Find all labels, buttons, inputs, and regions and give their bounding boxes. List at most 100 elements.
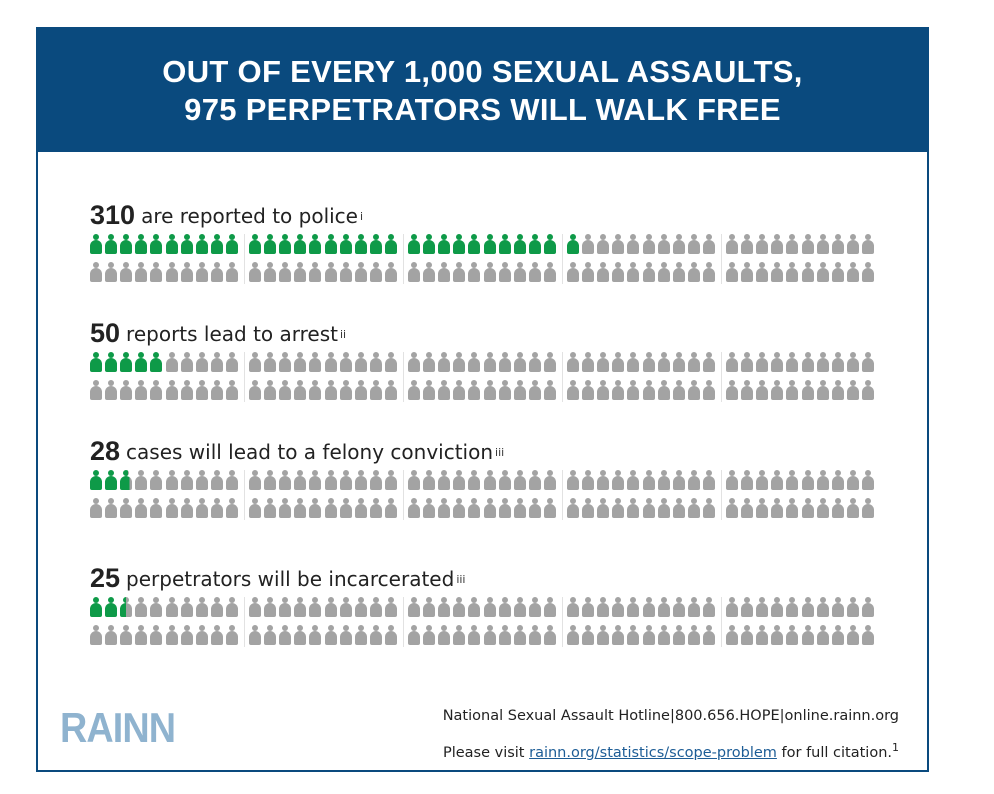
citation-line: Please visit rainn.org/statistics/scope-… bbox=[443, 737, 899, 764]
person-icon bbox=[369, 352, 382, 372]
person-icon bbox=[672, 498, 685, 518]
person-icon bbox=[225, 470, 238, 490]
person-icon bbox=[120, 625, 133, 645]
person-icon bbox=[210, 380, 223, 400]
person-icon bbox=[483, 625, 496, 645]
person-icon bbox=[294, 380, 307, 400]
person-icon bbox=[294, 234, 307, 254]
person-icon bbox=[468, 262, 481, 282]
person-icon bbox=[528, 498, 541, 518]
person-icon bbox=[672, 234, 685, 254]
person-icon bbox=[756, 625, 769, 645]
person-icon bbox=[165, 625, 178, 645]
person-icon bbox=[612, 625, 625, 645]
group-divider bbox=[721, 352, 722, 402]
person-icon bbox=[453, 352, 466, 372]
person-icon bbox=[384, 597, 397, 617]
person-icon bbox=[528, 352, 541, 372]
person-icon bbox=[741, 262, 754, 282]
title-line-1: OUT OF EVERY 1,000 SEXUAL ASSAULTS, bbox=[162, 53, 803, 89]
person-icon bbox=[846, 380, 859, 400]
person-icon bbox=[150, 380, 163, 400]
person-icon bbox=[687, 262, 700, 282]
person-icon bbox=[408, 470, 420, 490]
person-icon bbox=[786, 498, 799, 518]
person-icon bbox=[498, 262, 511, 282]
person-icon bbox=[309, 597, 322, 617]
person-icon bbox=[279, 498, 292, 518]
person-icon bbox=[249, 498, 261, 518]
person-icon bbox=[150, 498, 163, 518]
person-icon bbox=[438, 262, 451, 282]
group-divider bbox=[562, 597, 563, 647]
stat-conviction: 28 cases will lead to a felony convictio… bbox=[90, 432, 890, 520]
person-icon bbox=[612, 352, 625, 372]
person-icon bbox=[105, 498, 118, 518]
group-divider bbox=[403, 470, 404, 520]
person-icon bbox=[453, 498, 466, 518]
person-icon bbox=[627, 352, 640, 372]
person-icon bbox=[165, 470, 178, 490]
person-icon bbox=[657, 470, 670, 490]
person-icon bbox=[627, 498, 640, 518]
person-grid bbox=[90, 597, 890, 647]
person-icon bbox=[513, 380, 526, 400]
person-icon bbox=[249, 597, 261, 617]
person-icon bbox=[513, 597, 526, 617]
person-icon bbox=[528, 470, 541, 490]
person-icon bbox=[786, 262, 799, 282]
person-icon bbox=[264, 597, 277, 617]
person-icon bbox=[165, 352, 178, 372]
person-icon bbox=[483, 262, 496, 282]
person-icon bbox=[90, 625, 102, 645]
person-icon bbox=[846, 498, 859, 518]
person-icon bbox=[483, 498, 496, 518]
person-icon bbox=[657, 352, 670, 372]
person-icon bbox=[324, 625, 337, 645]
person-icon bbox=[642, 380, 655, 400]
person-icon bbox=[543, 470, 556, 490]
person-icon bbox=[483, 597, 496, 617]
person-icon bbox=[597, 380, 610, 400]
person-icon bbox=[513, 262, 526, 282]
person-icon bbox=[726, 380, 738, 400]
person-icon bbox=[384, 234, 397, 254]
person-icon bbox=[816, 597, 829, 617]
person-icon bbox=[468, 470, 481, 490]
person-icon bbox=[582, 597, 595, 617]
person-icon bbox=[279, 470, 292, 490]
person-icon bbox=[294, 470, 307, 490]
person-icon bbox=[309, 625, 322, 645]
person-icon bbox=[150, 470, 163, 490]
person-icon bbox=[597, 470, 610, 490]
person-icon bbox=[498, 498, 511, 518]
person-icon bbox=[369, 625, 382, 645]
person-icon bbox=[423, 352, 436, 372]
person-icon bbox=[627, 470, 640, 490]
person-icon bbox=[642, 234, 655, 254]
person-icon bbox=[324, 498, 337, 518]
person-icon bbox=[498, 352, 511, 372]
person-icon bbox=[438, 597, 451, 617]
person-icon bbox=[294, 597, 307, 617]
person-icon bbox=[438, 234, 451, 254]
citation-link[interactable]: rainn.org/statistics/scope-problem bbox=[529, 744, 777, 761]
person-icon bbox=[771, 234, 784, 254]
person-icon bbox=[702, 498, 715, 518]
stat-text: perpetrators will be incarcerated bbox=[126, 567, 455, 591]
infographic-card: OUT OF EVERY 1,000 SEXUAL ASSAULTS, 975 … bbox=[36, 27, 929, 772]
person-icon bbox=[741, 352, 754, 372]
person-icon bbox=[861, 262, 874, 282]
person-icon bbox=[90, 352, 102, 372]
person-icon bbox=[384, 498, 397, 518]
person-icon bbox=[567, 625, 579, 645]
person-icon bbox=[627, 625, 640, 645]
person-icon bbox=[702, 352, 715, 372]
person-icon bbox=[657, 262, 670, 282]
person-icon bbox=[339, 597, 352, 617]
person-icon bbox=[384, 625, 397, 645]
person-icon bbox=[120, 498, 133, 518]
person-icon bbox=[468, 234, 481, 254]
person-icon bbox=[846, 470, 859, 490]
group-divider bbox=[244, 352, 245, 402]
